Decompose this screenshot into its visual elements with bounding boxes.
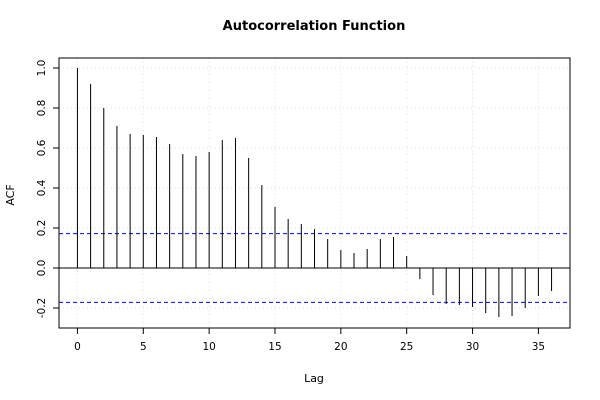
y-tick-label: 0.4 xyxy=(36,179,48,196)
y-axis-label: ACF xyxy=(4,184,17,205)
grid-layer xyxy=(59,58,570,328)
x-tick-label: 35 xyxy=(532,341,545,353)
x-tick-label: 15 xyxy=(268,341,281,353)
y-tick-label: 0.0 xyxy=(36,260,48,277)
chart-title: Autocorrelation Function xyxy=(223,19,406,34)
x-tick-label: 10 xyxy=(202,341,215,353)
plot-frame xyxy=(58,57,571,329)
axis-layer: 0 5 10 15 20 25 30 35 -0.2 0.0 0.2 0.4 0.6 0.8 1.0 xyxy=(36,57,571,353)
y-tick-label: -0.2 xyxy=(36,298,48,319)
y-tick-label: 0.6 xyxy=(36,139,48,156)
x-tick-label: 5 xyxy=(140,341,147,353)
y-tick-label: 1.0 xyxy=(36,60,48,77)
plot-layer xyxy=(59,68,570,317)
y-tick-label: 0.2 xyxy=(36,220,48,237)
x-axis-label: Lag xyxy=(304,372,324,385)
x-tick-label: 30 xyxy=(466,341,479,353)
x-tick-label: 0 xyxy=(74,341,81,353)
x-tick-label: 20 xyxy=(334,341,347,353)
y-tick-label: 0.8 xyxy=(36,100,48,117)
x-tick-label: 25 xyxy=(400,341,413,353)
